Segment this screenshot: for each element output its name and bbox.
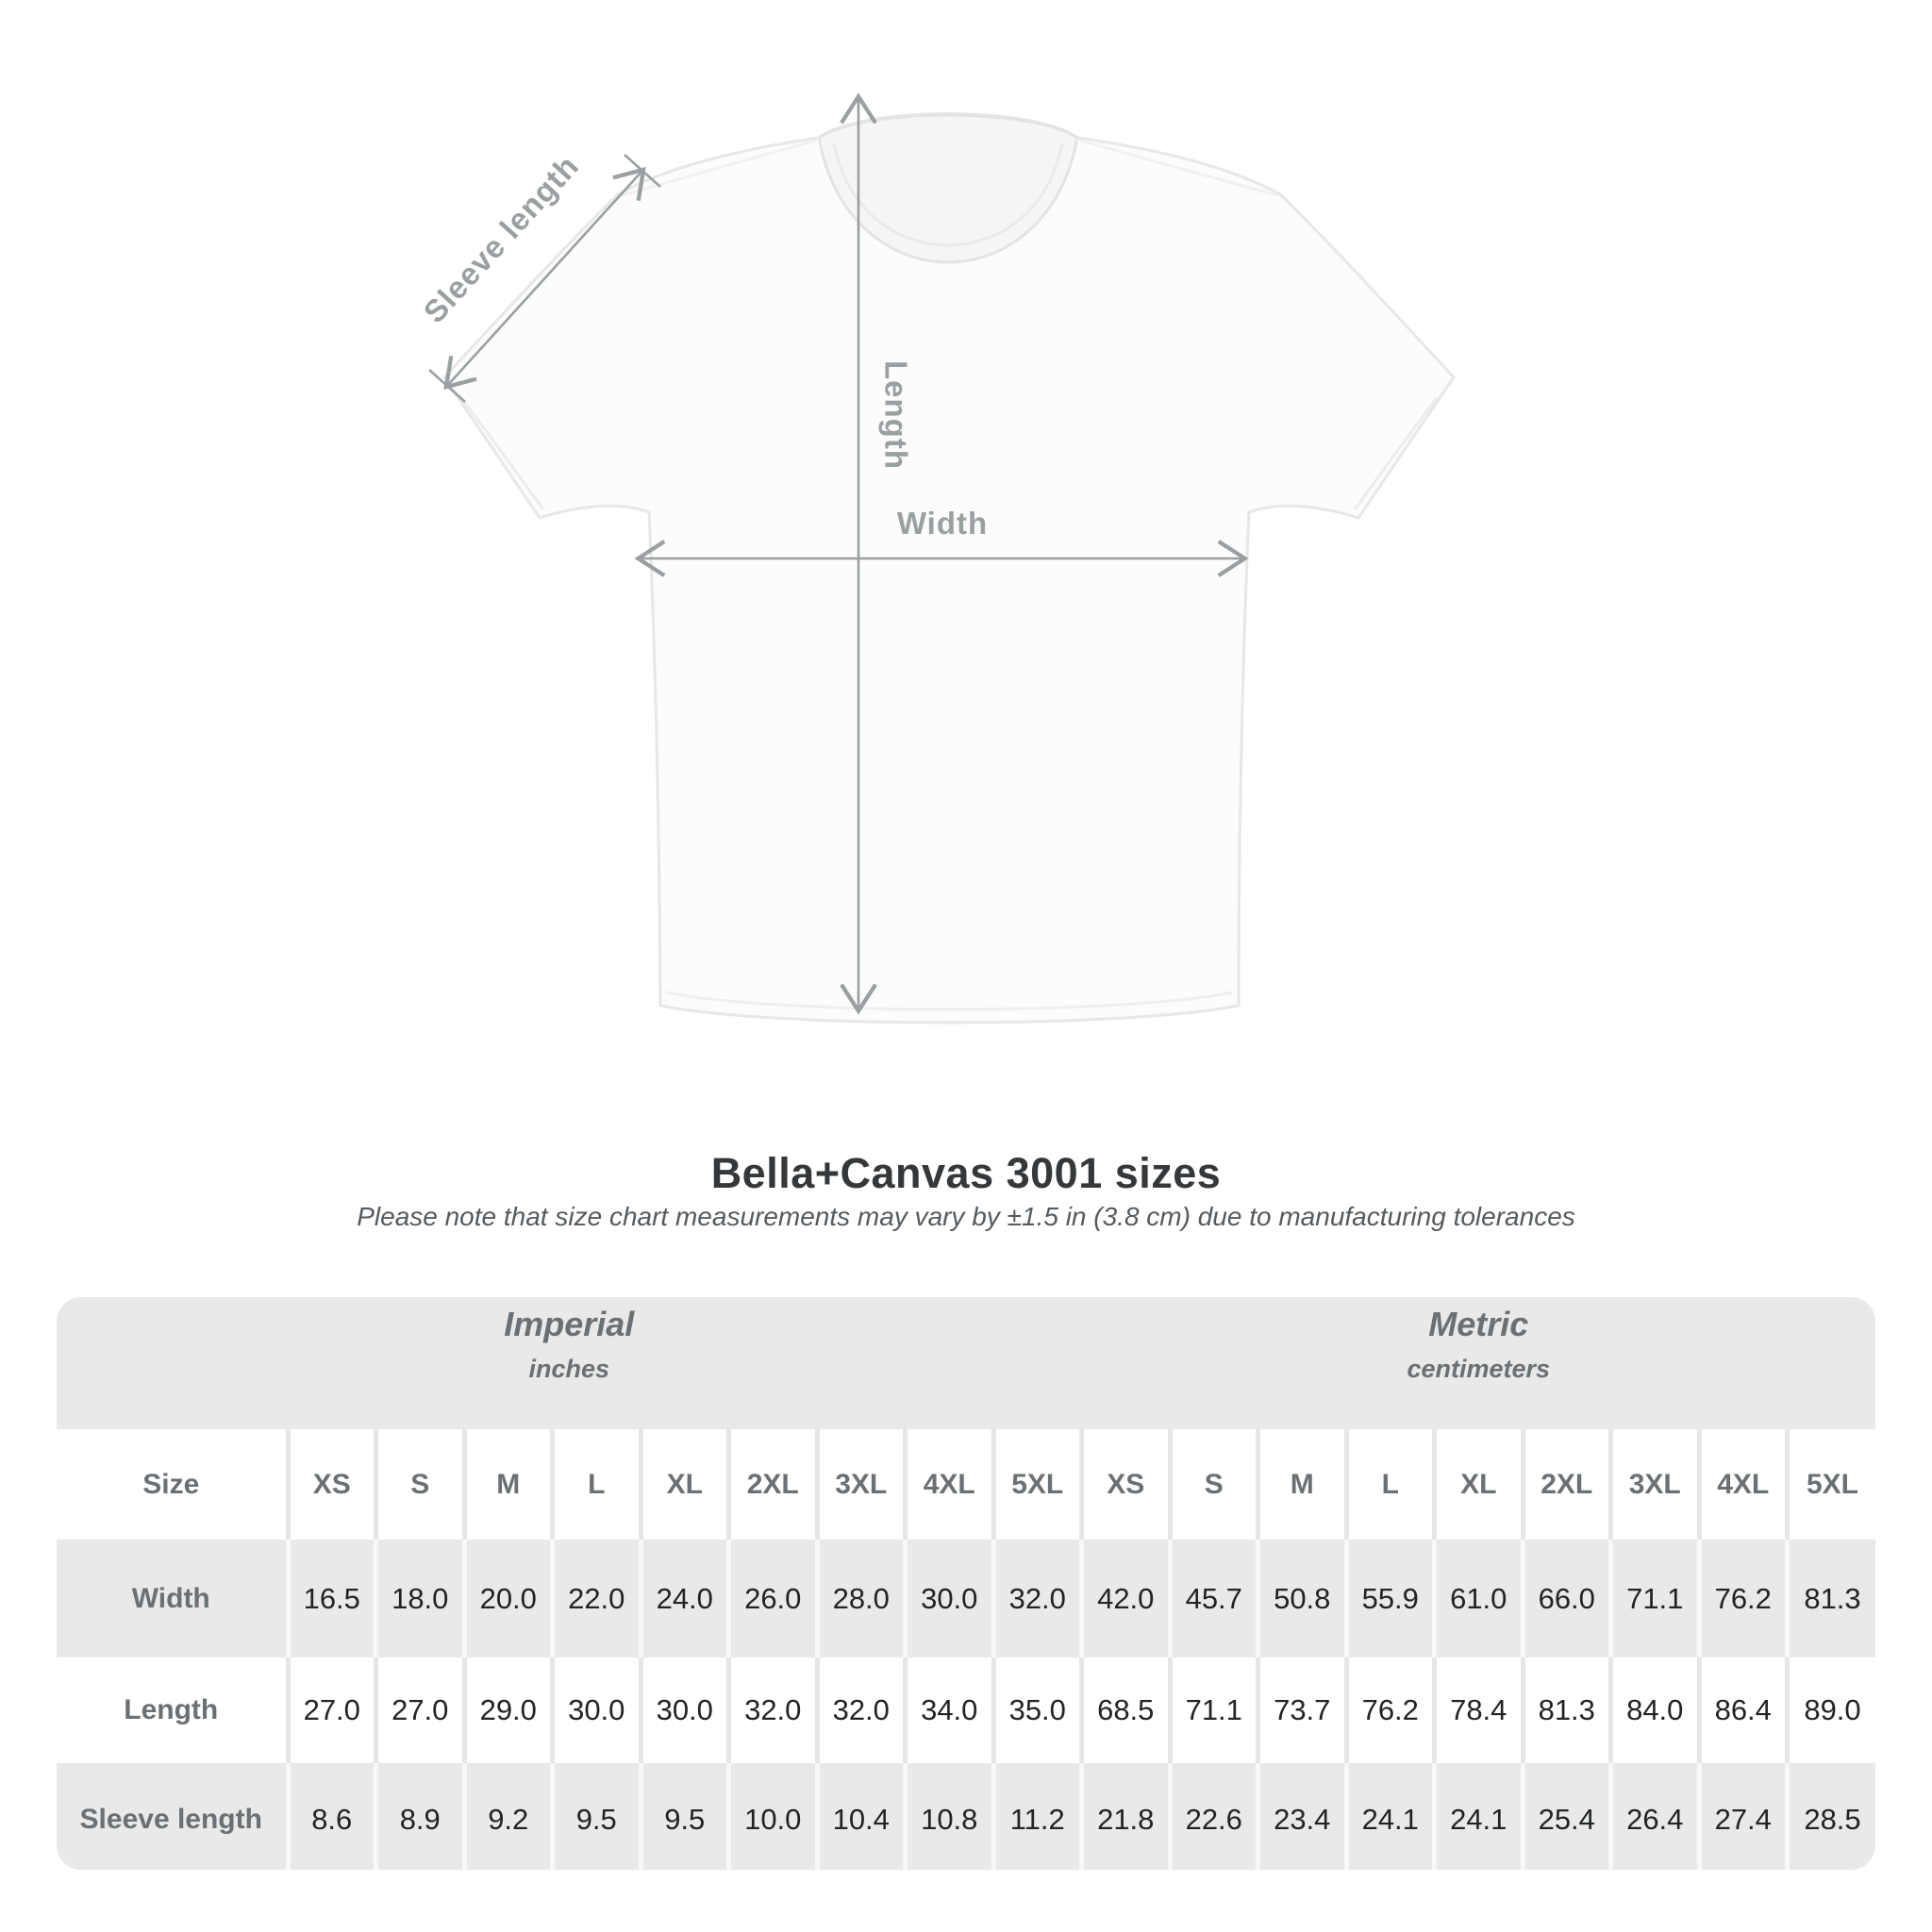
page-subtitle: Please note that size chart measurements…: [357, 1202, 1575, 1231]
measurement-value-imperial: 32.0: [814, 1657, 906, 1763]
measurement-value-metric: 66.0: [1520, 1540, 1611, 1657]
measurement-value-imperial: 27.0: [285, 1657, 376, 1763]
size-column-header-metric: XS: [1079, 1429, 1170, 1540]
tshirt-silhouette: [442, 112, 1456, 1024]
measurement-value-metric: 89.0: [1785, 1657, 1875, 1763]
measurement-value-metric: 55.9: [1343, 1540, 1435, 1657]
size-column-header-imperial: 5XL: [991, 1429, 1082, 1540]
size-column-header-metric: S: [1167, 1429, 1258, 1540]
measurement-value-imperial: 30.0: [638, 1657, 729, 1763]
measurement-value-imperial: 32.0: [726, 1657, 817, 1763]
measurement-value-imperial: 30.0: [550, 1657, 641, 1763]
measurement-value-imperial: 10.8: [903, 1763, 993, 1870]
size-corner-label: Size: [57, 1429, 288, 1540]
measurement-value-metric: 50.8: [1256, 1540, 1346, 1657]
size-column-header-imperial: L: [550, 1429, 641, 1540]
measurement-value-imperial: 27.0: [374, 1657, 464, 1763]
size-column-header-metric: M: [1256, 1429, 1346, 1540]
measurement-value-imperial: 35.0: [991, 1657, 1082, 1763]
width-dimension: Width: [634, 506, 1249, 577]
size-column-header-metric: 3XL: [1608, 1429, 1699, 1540]
size-column-header-imperial: 4XL: [903, 1429, 993, 1540]
measurement-value-metric: 81.3: [1520, 1657, 1611, 1763]
size-column-header-metric: L: [1343, 1429, 1435, 1540]
measurement-value-metric: 22.6: [1167, 1763, 1258, 1870]
metric-header: Metric centimeters: [1082, 1297, 1876, 1429]
metric-title: Metric: [1428, 1305, 1529, 1343]
size-table-panel: Imperial inches Metric centimeters Size …: [57, 1297, 1875, 1870]
measurement-value-metric: 86.4: [1696, 1657, 1788, 1763]
measurement-value-imperial: 8.9: [374, 1763, 464, 1870]
measurement-value-metric: 24.1: [1432, 1763, 1523, 1870]
measurement-row: Length 27.0 27.0 29.0 30.0 30.0 32.0 32.0 34.0 35…: [57, 1657, 1875, 1763]
measurement-value-metric: 27.4: [1696, 1763, 1788, 1870]
measurement-value-metric: 78.4: [1432, 1657, 1523, 1763]
measurement-label: Sleeve length: [57, 1763, 288, 1870]
measurement-value-metric: 76.2: [1696, 1540, 1788, 1657]
measurement-value-imperial: 24.0: [638, 1540, 729, 1657]
measurement-label: Length: [57, 1657, 288, 1763]
measurement-value-metric: 76.2: [1343, 1657, 1435, 1763]
measurement-value-imperial: 22.0: [550, 1540, 641, 1657]
measurement-value-imperial: 9.2: [461, 1763, 553, 1870]
measurement-value-metric: 26.4: [1608, 1763, 1699, 1870]
size-column-header-imperial: 2XL: [726, 1429, 817, 1540]
size-column-header-metric: 4XL: [1696, 1429, 1788, 1540]
measurement-value-metric: 24.1: [1343, 1763, 1435, 1870]
measurement-value-metric: 71.1: [1608, 1540, 1699, 1657]
measurement-value-imperial: 32.0: [991, 1540, 1082, 1657]
measurement-value-metric: 81.3: [1785, 1540, 1875, 1657]
measurement-value-imperial: 34.0: [903, 1657, 993, 1763]
measurement-value-imperial: 30.0: [903, 1540, 993, 1657]
measurement-value-imperial: 9.5: [638, 1763, 729, 1870]
width-label: Width: [897, 506, 988, 541]
measurement-value-metric: 21.8: [1079, 1763, 1170, 1870]
measurement-value-imperial: 8.6: [285, 1763, 376, 1870]
measurement-value-imperial: 18.0: [374, 1540, 464, 1657]
measurement-value-imperial: 9.5: [550, 1763, 641, 1870]
size-column-header-metric: 2XL: [1520, 1429, 1611, 1540]
length-label: Length: [878, 360, 913, 470]
measurement-value-imperial: 29.0: [461, 1657, 553, 1763]
measurement-value-metric: 68.5: [1079, 1657, 1170, 1763]
measurement-value-imperial: 28.0: [814, 1540, 906, 1657]
size-column-header-metric: XL: [1432, 1429, 1523, 1540]
measurement-value-imperial: 26.0: [726, 1540, 817, 1657]
measurement-value-metric: 71.1: [1167, 1657, 1258, 1763]
measurement-value-imperial: 10.4: [814, 1763, 906, 1870]
measurement-label: Width: [57, 1540, 288, 1657]
size-column-header-imperial: XS: [285, 1429, 376, 1540]
measurement-value-metric: 73.7: [1256, 1657, 1346, 1763]
unit-header-row: Imperial inches Metric centimeters: [57, 1297, 1875, 1429]
measurement-value-metric: 61.0: [1432, 1540, 1523, 1657]
size-column-header-imperial: M: [461, 1429, 553, 1540]
measurement-value-metric: 84.0: [1608, 1657, 1699, 1763]
imperial-unit: inches: [528, 1355, 610, 1383]
measurement-value-imperial: 20.0: [461, 1540, 553, 1657]
size-table-body: Size XS S M L XL 2XL 3XL 4XL 5XL XS S M L XL 2XL 3XL 4XL…: [57, 1429, 1875, 1870]
measurement-value-imperial: 11.2: [991, 1763, 1082, 1870]
measurement-row: Sleeve length 8.6 8.9 9.2 9.5 9.5 10.0 10.4 10.8…: [57, 1763, 1875, 1870]
measurement-value-metric: 28.5: [1785, 1763, 1875, 1870]
imperial-title: Imperial: [504, 1305, 635, 1343]
measurement-value-imperial: 16.5: [285, 1540, 376, 1657]
measurement-value-metric: 42.0: [1079, 1540, 1170, 1657]
size-column-header-imperial: 3XL: [814, 1429, 906, 1540]
size-header-row: Size XS S M L XL 2XL 3XL 4XL 5XL XS S M L XL 2XL 3XL 4XL…: [57, 1429, 1875, 1540]
measurement-value-metric: 23.4: [1256, 1763, 1346, 1870]
size-column-header-metric: 5XL: [1785, 1429, 1875, 1540]
metric-unit: centimeters: [1407, 1355, 1551, 1383]
tshirt-diagram: Sleeve length Length Width: [416, 92, 1456, 1024]
size-column-header-imperial: XL: [638, 1429, 729, 1540]
size-table: Imperial inches Metric centimeters Size …: [57, 1297, 1875, 1870]
measurement-value-imperial: 10.0: [726, 1763, 817, 1870]
measurement-value-metric: 45.7: [1167, 1540, 1258, 1657]
measurement-value-metric: 25.4: [1520, 1763, 1611, 1870]
measurement-row: Width 16.5 18.0 20.0 22.0 24.0 26.0 28.0 30.0 32.…: [57, 1540, 1875, 1657]
size-column-header-imperial: S: [374, 1429, 464, 1540]
imperial-header: Imperial inches: [57, 1297, 1082, 1429]
page-title: Bella+Canvas 3001 sizes: [710, 1149, 1222, 1197]
